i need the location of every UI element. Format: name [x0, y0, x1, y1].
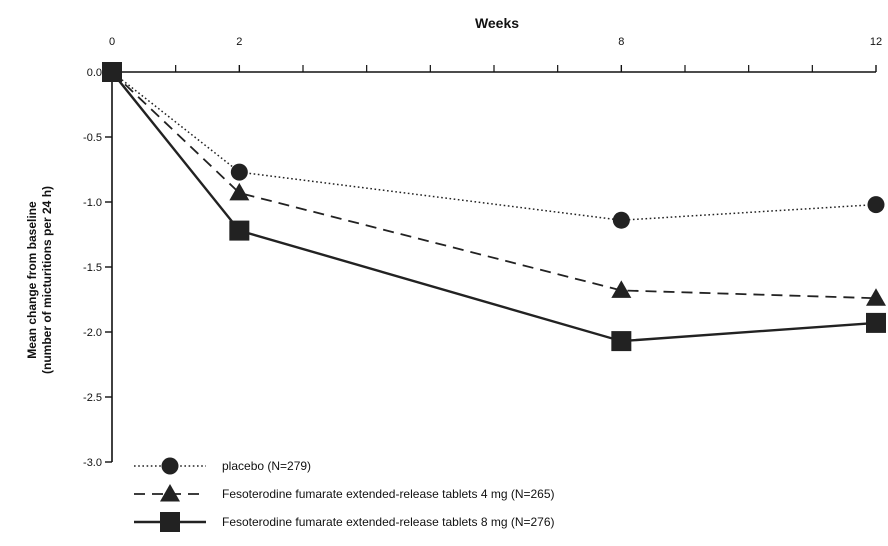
series-line [111, 71, 877, 300]
series-line [111, 71, 877, 343]
legend-item: placebo (N=279) [134, 457, 311, 475]
legend-item: Fesoterodine fumarate extended-release t… [134, 484, 555, 502]
axes: 0 2 8 12 0.0 -0.5 -1.0 -1.5 -2.0 -2.5 -3.0 [83, 36, 882, 469]
data-point-circle [230, 163, 248, 181]
y-tick-label: -1.0 [83, 197, 102, 209]
series-triangle [111, 71, 886, 306]
series-circle [111, 71, 885, 229]
x-tick-label: 12 [870, 36, 882, 48]
y-axis-title-line2: (number of micturitions per 24 h) [40, 186, 54, 374]
series-square [111, 71, 886, 352]
legend: placebo (N=279) Fesoterodine fumarate ext… [134, 457, 555, 532]
data-point-square [866, 312, 886, 333]
legend-marker-circle [161, 457, 179, 475]
x-axis-title: Weeks [475, 15, 519, 31]
data-point-triangle [866, 288, 886, 306]
y-axis-title: Mean change from baseline (number of mic… [25, 186, 54, 374]
y-tick-label: -0.5 [83, 132, 102, 144]
x-tick-label: 2 [236, 36, 242, 48]
x-tick-label: 8 [618, 36, 624, 48]
baseline-point [102, 62, 122, 82]
y-axis-title-line1: Mean change from baseline [25, 201, 39, 359]
y-tick-label: -2.0 [83, 327, 102, 339]
data-point-square [611, 331, 632, 352]
legend-label: Fesoterodine fumarate extended-release t… [222, 487, 555, 501]
legend-label: placebo (N=279) [222, 459, 311, 473]
y-tick-label: -2.5 [83, 392, 102, 404]
data-point-circle [867, 196, 885, 214]
legend-item: Fesoterodine fumarate extended-release t… [134, 512, 555, 532]
y-tick-label: 0.0 [87, 67, 102, 79]
data-point-square [229, 220, 250, 241]
series-layer [102, 62, 886, 352]
legend-marker-square [160, 512, 180, 532]
data-point-triangle [229, 182, 250, 201]
legend-label: Fesoterodine fumarate extended-release t… [222, 515, 555, 529]
data-point-circle [612, 211, 630, 229]
y-tick-label: -3.0 [83, 457, 102, 469]
y-tick-label: -1.5 [83, 262, 102, 274]
legend-marker-triangle [160, 484, 180, 502]
data-point-triangle [611, 280, 632, 298]
x-tick-label: 0 [109, 36, 115, 48]
series-line [111, 71, 877, 221]
